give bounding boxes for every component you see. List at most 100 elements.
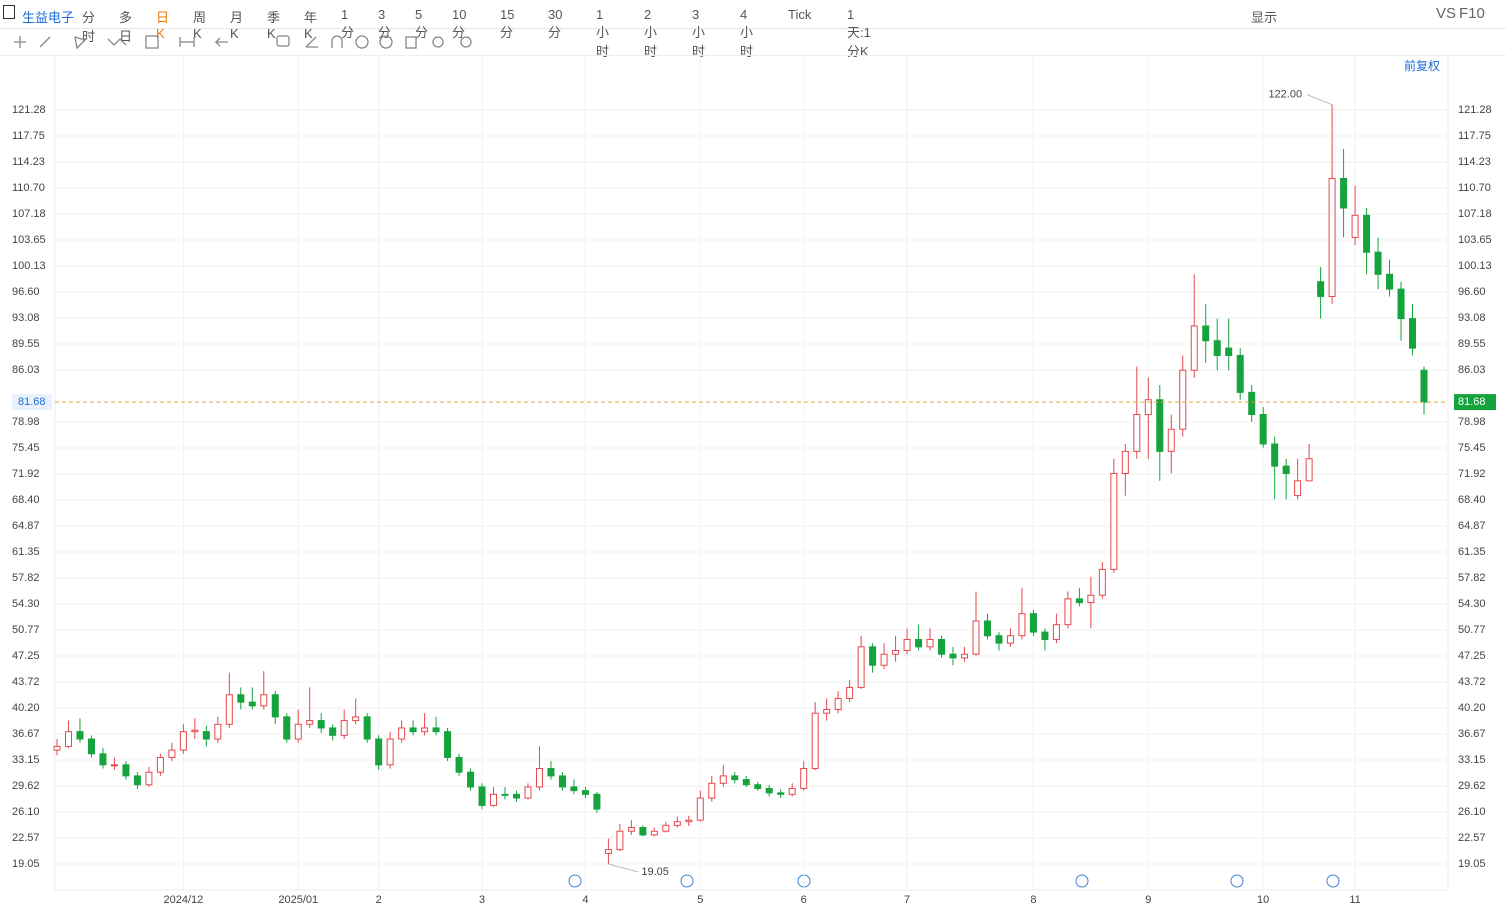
y-tick-label-right: 29.62 [1458, 780, 1486, 792]
angle-tool[interactable] [305, 36, 318, 48]
y-tick-label: 114.23 [12, 156, 45, 168]
y-tick-label: 64.87 [12, 520, 40, 532]
candle-body [444, 731, 452, 758]
candle-body [811, 712, 819, 770]
candle-body [432, 727, 440, 733]
wave-tool[interactable] [107, 38, 127, 46]
x-tick-label: 7 [904, 894, 910, 906]
candle-body [662, 824, 670, 832]
y-tick-label-right: 71.92 [1458, 468, 1486, 480]
period-tab[interactable]: 季K [267, 10, 281, 41]
pattern-tool[interactable] [74, 36, 87, 50]
y-tick-label-right: 86.03 [1458, 364, 1486, 376]
high-label: 122.00 [1268, 89, 1302, 101]
candle-body [260, 694, 268, 707]
period-tab[interactable]: 1分 [341, 7, 355, 40]
candle-body [1098, 568, 1106, 596]
candle-body [1121, 450, 1129, 474]
f10-button[interactable]: F10 [1459, 5, 1485, 22]
period-tab[interactable]: 5分 [415, 7, 429, 40]
arrow-tool[interactable] [214, 37, 228, 47]
candle-body [524, 786, 532, 799]
candle-body [742, 779, 750, 786]
period-tab[interactable]: 月K [230, 10, 244, 41]
x-tick-label: 6 [801, 894, 807, 906]
y-tick-label: 47.25 [12, 650, 40, 662]
candle-body [961, 653, 969, 659]
measure-tool[interactable] [179, 37, 195, 47]
period-tab[interactable]: 多日 [119, 10, 133, 44]
candle-body [283, 716, 291, 740]
candle-body [685, 819, 693, 823]
period-tab[interactable]: 年K [304, 10, 318, 41]
candle-body [248, 701, 256, 707]
y-tick-label: 61.35 [12, 546, 40, 558]
lock-tool[interactable] [355, 35, 369, 49]
candle-body [1305, 458, 1313, 482]
candle-body [122, 764, 130, 777]
y-tick-label-right: 103.65 [1458, 234, 1492, 246]
plot-frame [54, 55, 1449, 891]
y-tick-label: 78.98 [12, 416, 40, 428]
compare-tool[interactable] [432, 36, 444, 48]
candle-body [777, 792, 785, 795]
period-tab[interactable]: 分时 [82, 10, 96, 44]
x-tick-label: 10 [1257, 894, 1269, 906]
y-tick-label: 96.60 [12, 286, 40, 298]
candle-body [1006, 635, 1014, 644]
candle-body [949, 653, 957, 659]
display-button[interactable]: 显示 [1251, 10, 1278, 25]
delete-tool[interactable] [405, 36, 417, 49]
move-tool[interactable] [14, 36, 26, 48]
visibility-tool[interactable] [379, 35, 393, 49]
x-tick-label: 2025/01 [278, 894, 318, 906]
candle-body [1018, 613, 1026, 637]
y-tick-label-right: 33.15 [1458, 754, 1486, 766]
y-tick-label: 36.67 [12, 728, 40, 740]
y-tick-label-right: 100.13 [1458, 260, 1492, 272]
y-tick-label-right: 40.20 [1458, 702, 1486, 714]
fib-tool[interactable] [145, 35, 159, 49]
event-icons [568, 874, 1340, 888]
y-tick-label: 86.03 [12, 364, 40, 376]
candle-body [892, 650, 900, 655]
candle-body [76, 731, 84, 740]
candle-body [995, 635, 1003, 644]
candle-body [271, 694, 279, 718]
candle-body [1110, 472, 1118, 570]
period-tab[interactable]: 周K [193, 10, 207, 41]
y-tick-label-right: 78.98 [1458, 416, 1486, 428]
line-tool[interactable] [39, 36, 51, 48]
candle-body [846, 686, 854, 699]
adjust-button[interactable]: 前复权 [1404, 58, 1440, 73]
candle-body [421, 727, 429, 733]
candle-body [237, 694, 245, 703]
magnet-tool[interactable] [331, 35, 343, 48]
sidebar-toggle[interactable] [3, 5, 15, 19]
candle-body [294, 723, 302, 740]
candle-body [1420, 369, 1428, 403]
y-tick-label: 117.75 [12, 130, 45, 142]
candle-body [133, 775, 141, 786]
vs-button[interactable]: VS [1436, 5, 1457, 22]
period-tab[interactable]: 10分 [452, 7, 467, 40]
x-tick-label: 8 [1030, 894, 1036, 906]
candle-body [1156, 399, 1164, 452]
period-tab[interactable]: 日K [156, 10, 170, 41]
y-tick-label-right: 43.72 [1458, 676, 1486, 688]
note-tool[interactable] [276, 35, 290, 47]
settings-tool[interactable] [460, 36, 472, 48]
candle-body [53, 745, 61, 751]
candle-body [501, 793, 509, 796]
period-tab[interactable]: 15分 [500, 7, 515, 40]
period-tab[interactable]: 30分 [548, 7, 563, 40]
y-tick-label: 93.08 [12, 312, 40, 324]
candle-body [1144, 399, 1152, 415]
y-tick-label: 110.70 [12, 182, 45, 194]
candle-body [317, 720, 325, 729]
candle-body [754, 784, 762, 789]
candle-body [1271, 443, 1279, 467]
chart: 前复权 19.05 19.05 22.57 22.57 26.10 26.10 29.62 2… [12, 55, 1496, 906]
symbol[interactable]: 生益电子 [22, 10, 75, 25]
period-tab[interactable]: Tick [788, 7, 812, 22]
